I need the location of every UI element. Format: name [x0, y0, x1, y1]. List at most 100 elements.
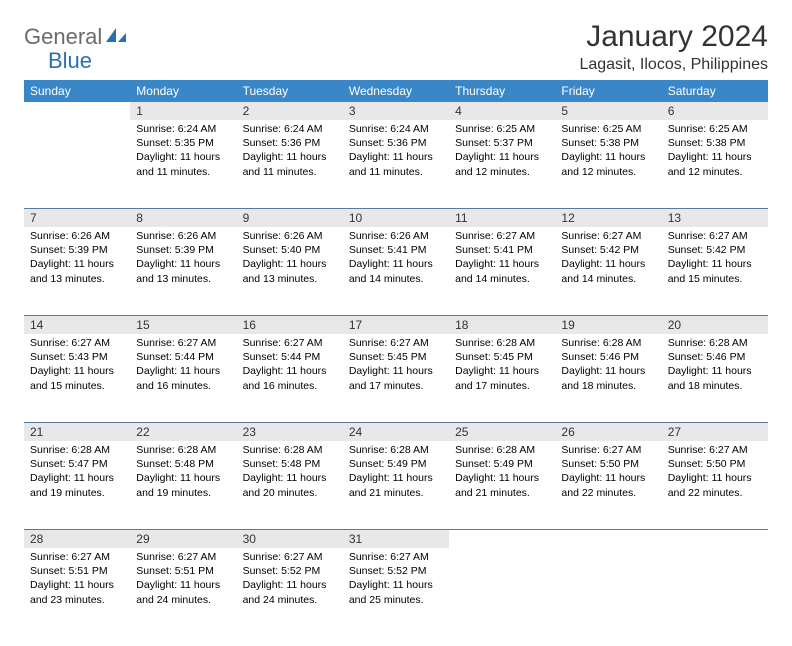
day-content-cell: Sunrise: 6:27 AMSunset: 5:44 PMDaylight:…	[130, 334, 236, 422]
day-number: 29	[130, 529, 236, 548]
sunset-text: Sunset: 5:38 PM	[561, 136, 655, 150]
day-number: 15	[130, 315, 236, 334]
daylight-text: and 15 minutes.	[30, 379, 124, 393]
day-number: 28	[24, 529, 130, 548]
daylight-text: Daylight: 11 hours	[136, 471, 230, 485]
daylight-text: Daylight: 11 hours	[136, 257, 230, 271]
day-number: 14	[24, 315, 130, 334]
day-number-cell: 1	[130, 102, 236, 120]
sunrise-text: Sunrise: 6:24 AM	[243, 122, 337, 136]
sunset-text: Sunset: 5:45 PM	[455, 350, 549, 364]
sunset-text: Sunset: 5:49 PM	[349, 457, 443, 471]
sunset-text: Sunset: 5:45 PM	[349, 350, 443, 364]
daylight-text: Daylight: 11 hours	[136, 150, 230, 164]
day-number-row: 14151617181920	[24, 315, 768, 334]
daylight-text: Daylight: 11 hours	[243, 150, 337, 164]
day-content-cell: Sunrise: 6:27 AMSunset: 5:44 PMDaylight:…	[237, 334, 343, 422]
day-number: 7	[24, 208, 130, 227]
day-content-row: Sunrise: 6:28 AMSunset: 5:47 PMDaylight:…	[24, 441, 768, 529]
day-content: Sunrise: 6:28 AMSunset: 5:49 PMDaylight:…	[449, 441, 555, 506]
daylight-text: Daylight: 11 hours	[349, 471, 443, 485]
day-number-cell: 9	[237, 208, 343, 227]
sunrise-text: Sunrise: 6:24 AM	[349, 122, 443, 136]
day-content: Sunrise: 6:27 AMSunset: 5:52 PMDaylight:…	[343, 548, 449, 613]
day-content-cell: Sunrise: 6:25 AMSunset: 5:37 PMDaylight:…	[449, 120, 555, 208]
day-content: Sunrise: 6:28 AMSunset: 5:47 PMDaylight:…	[24, 441, 130, 506]
sunrise-text: Sunrise: 6:28 AM	[30, 443, 124, 457]
daylight-text: and 15 minutes.	[668, 272, 762, 286]
day-number	[662, 529, 768, 548]
day-content: Sunrise: 6:27 AMSunset: 5:42 PMDaylight:…	[555, 227, 661, 292]
sunrise-text: Sunrise: 6:27 AM	[349, 550, 443, 564]
sunrise-text: Sunrise: 6:27 AM	[349, 336, 443, 350]
day-content: Sunrise: 6:26 AMSunset: 5:41 PMDaylight:…	[343, 227, 449, 292]
sunset-text: Sunset: 5:46 PM	[561, 350, 655, 364]
day-content-cell: Sunrise: 6:28 AMSunset: 5:46 PMDaylight:…	[662, 334, 768, 422]
day-content-cell	[24, 120, 130, 208]
sunset-text: Sunset: 5:51 PM	[30, 564, 124, 578]
day-number-cell: 7	[24, 208, 130, 227]
day-number	[24, 102, 130, 120]
daylight-text: Daylight: 11 hours	[30, 364, 124, 378]
day-number-cell: 10	[343, 208, 449, 227]
day-content: Sunrise: 6:26 AMSunset: 5:40 PMDaylight:…	[237, 227, 343, 292]
sunset-text: Sunset: 5:50 PM	[668, 457, 762, 471]
sunset-text: Sunset: 5:37 PM	[455, 136, 549, 150]
day-number: 24	[343, 422, 449, 441]
page: General January 2024 Lagasit, Ilocos, Ph…	[0, 0, 792, 646]
sunrise-text: Sunrise: 6:27 AM	[243, 550, 337, 564]
daylight-text: and 12 minutes.	[455, 165, 549, 179]
daylight-text: Daylight: 11 hours	[455, 471, 549, 485]
daylight-text: and 21 minutes.	[349, 486, 443, 500]
day-content-cell: Sunrise: 6:28 AMSunset: 5:49 PMDaylight:…	[343, 441, 449, 529]
day-content: Sunrise: 6:27 AMSunset: 5:43 PMDaylight:…	[24, 334, 130, 399]
sunrise-text: Sunrise: 6:28 AM	[349, 443, 443, 457]
day-number: 11	[449, 208, 555, 227]
day-number: 27	[662, 422, 768, 441]
sunset-text: Sunset: 5:39 PM	[136, 243, 230, 257]
daylight-text: and 22 minutes.	[561, 486, 655, 500]
day-content-cell: Sunrise: 6:24 AMSunset: 5:35 PMDaylight:…	[130, 120, 236, 208]
day-number: 26	[555, 422, 661, 441]
daylight-text: and 14 minutes.	[349, 272, 443, 286]
day-content: Sunrise: 6:25 AMSunset: 5:37 PMDaylight:…	[449, 120, 555, 185]
sunset-text: Sunset: 5:46 PM	[668, 350, 762, 364]
day-content-cell	[662, 548, 768, 636]
weekday-header: Wednesday	[343, 80, 449, 102]
daylight-text: Daylight: 11 hours	[243, 257, 337, 271]
day-content: Sunrise: 6:27 AMSunset: 5:42 PMDaylight:…	[662, 227, 768, 292]
day-number-cell: 30	[237, 529, 343, 548]
sunset-text: Sunset: 5:36 PM	[349, 136, 443, 150]
day-content-row: Sunrise: 6:24 AMSunset: 5:35 PMDaylight:…	[24, 120, 768, 208]
day-number: 8	[130, 208, 236, 227]
sunset-text: Sunset: 5:48 PM	[136, 457, 230, 471]
sunset-text: Sunset: 5:44 PM	[136, 350, 230, 364]
day-content: Sunrise: 6:25 AMSunset: 5:38 PMDaylight:…	[555, 120, 661, 185]
daylight-text: and 13 minutes.	[243, 272, 337, 286]
day-content-cell: Sunrise: 6:27 AMSunset: 5:51 PMDaylight:…	[130, 548, 236, 636]
daylight-text: and 14 minutes.	[561, 272, 655, 286]
day-number: 30	[237, 529, 343, 548]
day-content	[662, 548, 768, 556]
day-content-cell: Sunrise: 6:25 AMSunset: 5:38 PMDaylight:…	[662, 120, 768, 208]
daylight-text: and 21 minutes.	[455, 486, 549, 500]
sunset-text: Sunset: 5:35 PM	[136, 136, 230, 150]
day-number-cell: 25	[449, 422, 555, 441]
daylight-text: and 13 minutes.	[30, 272, 124, 286]
day-number-cell: 28	[24, 529, 130, 548]
sunrise-text: Sunrise: 6:28 AM	[136, 443, 230, 457]
sunrise-text: Sunrise: 6:28 AM	[561, 336, 655, 350]
daylight-text: Daylight: 11 hours	[561, 364, 655, 378]
daylight-text: and 23 minutes.	[30, 593, 124, 607]
day-number-row: 123456	[24, 102, 768, 120]
day-content: Sunrise: 6:28 AMSunset: 5:48 PMDaylight:…	[237, 441, 343, 506]
day-content	[449, 548, 555, 556]
daylight-text: and 24 minutes.	[243, 593, 337, 607]
day-content-cell: Sunrise: 6:27 AMSunset: 5:51 PMDaylight:…	[24, 548, 130, 636]
logo-word-2: Blue	[48, 48, 92, 73]
day-number	[555, 529, 661, 548]
day-number-row: 28293031	[24, 529, 768, 548]
day-number: 23	[237, 422, 343, 441]
day-content-cell: Sunrise: 6:28 AMSunset: 5:48 PMDaylight:…	[237, 441, 343, 529]
day-number-cell	[24, 102, 130, 120]
